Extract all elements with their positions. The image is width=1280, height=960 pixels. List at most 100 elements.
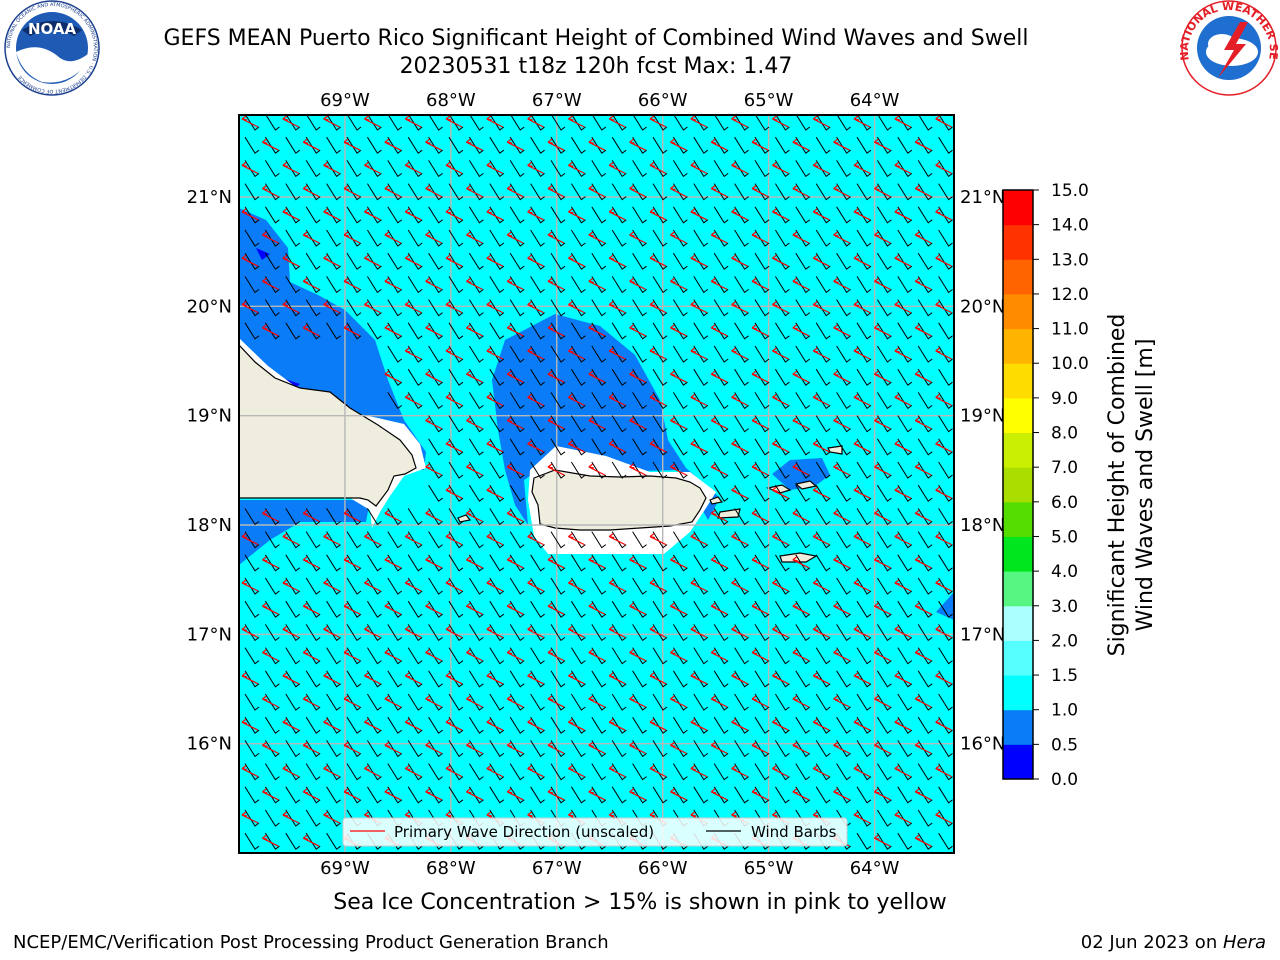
wave-arrow-104 — [914, 231, 932, 244]
wind-barb-675 — [550, 600, 566, 618]
wave-arrow-288 — [690, 533, 708, 546]
wind-barb-275 — [856, 276, 872, 294]
wave-arrow-437 — [343, 741, 361, 754]
wind-barb-207 — [897, 229, 913, 247]
wind-barb-257 — [489, 276, 505, 294]
wind-barb-750 — [652, 647, 668, 665]
wind-barb-757 — [795, 647, 811, 665]
wave-arrow-470 — [262, 788, 279, 801]
wind-barb-5 — [347, 115, 362, 131]
wave-arrow-417 — [241, 718, 259, 731]
wind-barb-558 — [305, 531, 321, 549]
wind-barb-325 — [448, 322, 464, 340]
wind-barb-790 — [754, 670, 770, 688]
colorbar-frame — [1002, 189, 1034, 780]
wind-barb-90 — [652, 160, 668, 178]
wave-arrow-393 — [690, 672, 708, 685]
wind-barb-746 — [570, 647, 586, 665]
colorbar-tick-label-17: 15.0 — [1051, 181, 1089, 201]
wind-barb-1010 — [244, 832, 260, 850]
wind-barb-348 — [917, 322, 933, 340]
legend-box — [342, 817, 848, 847]
wind-barb-239 — [836, 252, 851, 270]
wind-barb-4 — [326, 115, 341, 131]
wind-barb-41 — [366, 136, 382, 154]
wave-arrow-52 — [935, 161, 952, 174]
wind-barb-547 — [795, 508, 811, 526]
wind-barb-473 — [693, 438, 709, 456]
wave-arrow-444 — [629, 741, 646, 754]
wind-barb-12 — [489, 115, 505, 131]
wave-arrow-434 — [935, 718, 952, 731]
wave-arrow-410 — [670, 695, 687, 708]
wind-barb-505 — [815, 461, 831, 479]
run-date: 02 Jun 2023 on Hera — [1081, 932, 1266, 953]
wave-arrow-275 — [874, 509, 891, 522]
wind-barb-638 — [509, 577, 525, 595]
wind-barb-881 — [468, 740, 484, 758]
wave-arrow-181 — [649, 347, 667, 360]
wind-barb-1008 — [917, 809, 933, 827]
wind-barb-833 — [917, 693, 933, 711]
wave-arrow-244 — [466, 463, 483, 476]
wind-barb-238 — [815, 252, 831, 270]
wind-barb-949 — [428, 786, 443, 804]
wind-barb-686 — [774, 600, 790, 618]
wave-arrow-521 — [914, 834, 932, 847]
wave-arrow-71 — [282, 208, 300, 221]
legend-wind-label: Wind Barbs — [751, 823, 837, 841]
wind-barb-913 — [407, 763, 423, 781]
wind-barb-828 — [815, 693, 831, 711]
wind-barb-883 — [509, 740, 525, 758]
wave-arrow-370 — [466, 649, 483, 662]
wave-arrow-324 — [731, 579, 748, 592]
wind-barb-768 — [305, 670, 321, 688]
wind-barb-385 — [530, 368, 545, 386]
wind-barb-945 — [346, 786, 362, 804]
wind-barb-292 — [489, 299, 505, 317]
wave-arrow-456 — [404, 765, 422, 778]
wind-barb-396 — [754, 368, 770, 386]
wind-barb-24 — [734, 115, 749, 131]
wind-barb-171 — [876, 206, 892, 224]
wind-barb-730 — [244, 647, 260, 665]
colorbar-label-line1: Significant Height of Combined — [1105, 314, 1130, 657]
wave-arrow-481 — [710, 788, 728, 801]
wave-arrow-33 — [874, 138, 891, 151]
wind-barb-387 — [570, 368, 586, 386]
wind-barb-378 — [387, 368, 403, 386]
wind-barb-874 — [326, 740, 341, 758]
wave-band-mona-passage — [492, 314, 720, 525]
wind-barb-906 — [264, 763, 280, 781]
wind-barb-810 — [448, 693, 464, 711]
wind-barb-552 — [897, 508, 913, 526]
wave-arrow-477 — [547, 788, 565, 801]
wave-arrow-416 — [914, 695, 932, 708]
wind-barb-139 — [938, 183, 953, 201]
wind-barb-37 — [285, 136, 301, 154]
wind-barb-802 — [285, 693, 301, 711]
wind-barb-386 — [550, 368, 566, 386]
wind-barb-448 — [713, 415, 729, 433]
wind-barb-520 — [774, 484, 790, 502]
wind-barb-343 — [815, 322, 831, 340]
wind-barb-21 — [673, 115, 688, 131]
wind-barb-430 — [876, 392, 892, 410]
wave-arrow-70 — [241, 208, 259, 221]
wave-arrow-140 — [241, 301, 259, 314]
wind-barb-589 — [938, 531, 953, 549]
wave-arrow-386 — [404, 672, 422, 685]
wind-barb-283 — [305, 299, 321, 317]
wind-barb-602 — [489, 554, 505, 572]
wave-arrow-373 — [588, 649, 606, 662]
wind-barb-907 — [285, 763, 301, 781]
wave-arrow-191 — [466, 370, 483, 383]
wind-barb-507 — [856, 461, 872, 479]
wave-arrow-339 — [629, 602, 646, 615]
wave-arrow-76 — [486, 208, 504, 221]
wind-barb-652 — [795, 577, 811, 595]
wind-barb-477 — [774, 438, 790, 456]
wind-barb-853 — [611, 716, 627, 734]
wind-barb-67 — [897, 136, 913, 154]
wave-band-virgin-islands — [772, 458, 830, 490]
